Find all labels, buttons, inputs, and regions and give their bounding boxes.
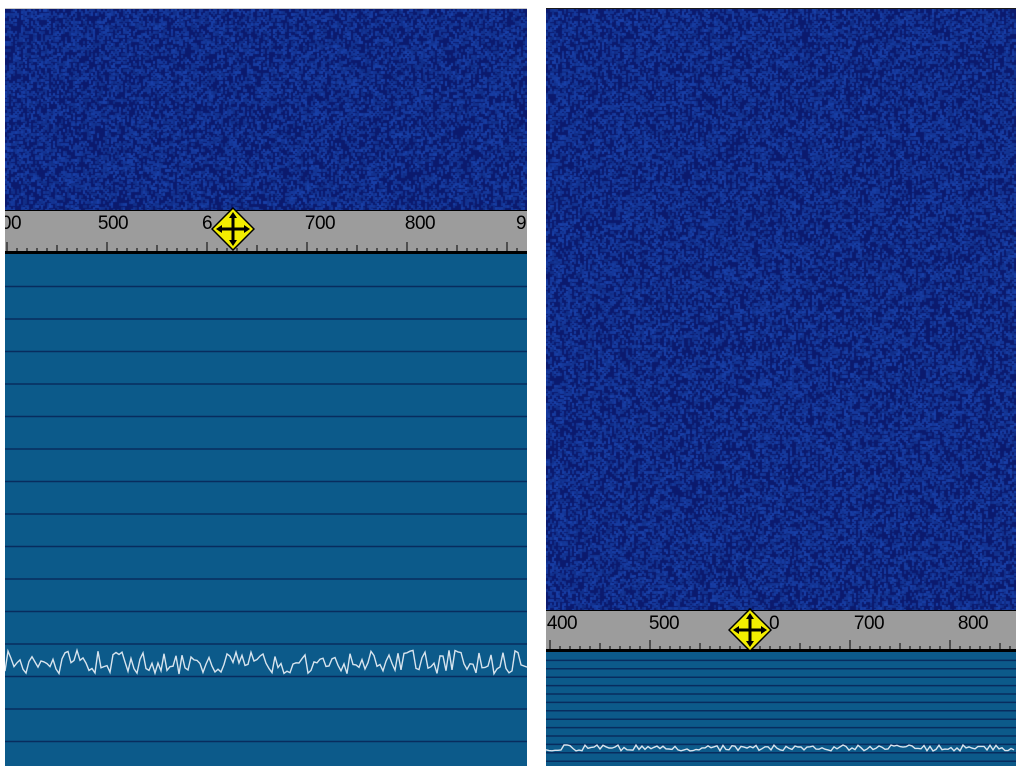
ruler-label: 500: [648, 613, 680, 634]
frequency-ruler[interactable]: 00 500 6 700 800 9: [5, 210, 527, 254]
waterfall-canvas[interactable]: [5, 9, 527, 211]
right-panel: 400 500 0 700 800: [546, 8, 1016, 766]
spectrum-display[interactable]: [5, 254, 527, 766]
spectrum-plot: [546, 659, 1016, 762]
ruler-label: 500: [97, 213, 129, 234]
spectrum-plot: [5, 285, 527, 743]
ruler-label: 700: [304, 213, 336, 234]
ruler-label: 6: [201, 213, 213, 234]
move-cursor-icon[interactable]: [728, 608, 772, 652]
ruler-label: 800: [404, 213, 436, 234]
ruler-label: 700: [853, 613, 885, 634]
signal-trace: [546, 743, 1015, 753]
ruler-label: 00: [5, 213, 22, 234]
waterfall-display[interactable]: [546, 8, 1016, 611]
signal-trace: [5, 647, 527, 676]
ruler-label: 9: [515, 213, 527, 234]
left-panel: 00 500 6 700 800 9: [5, 8, 527, 766]
ruler-label: 800: [957, 613, 989, 634]
spectrum-display[interactable]: [546, 652, 1016, 766]
move-cursor-icon[interactable]: [211, 207, 255, 251]
ruler-label: 400: [546, 613, 578, 634]
ruler-ticks: [546, 640, 1016, 650]
waterfall-display[interactable]: [5, 8, 527, 211]
ruler-ticks: [5, 242, 527, 252]
waterfall-canvas[interactable]: [546, 9, 1016, 611]
frequency-ruler[interactable]: 400 500 0 700 800: [546, 610, 1016, 652]
ruler-label: 0: [768, 613, 780, 634]
